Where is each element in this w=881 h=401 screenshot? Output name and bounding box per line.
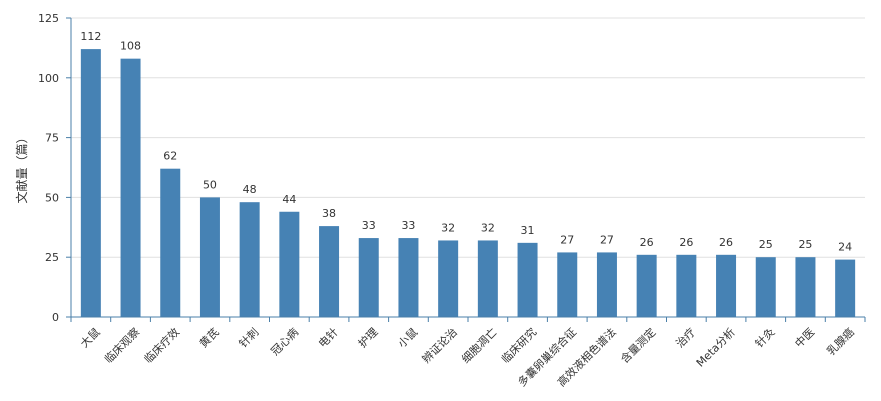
bar <box>517 242 538 317</box>
bar <box>636 254 657 317</box>
data-label: 50 <box>203 178 217 191</box>
bar <box>557 252 578 317</box>
data-labels: 112 108 62 50 48 44 38 33 33 32 32 31 27 27 26 26 26 25 25… <box>80 30 852 253</box>
bar <box>80 49 101 317</box>
bar <box>199 197 220 317</box>
bar <box>835 259 856 317</box>
bar <box>239 202 260 317</box>
bar <box>596 252 617 317</box>
data-label: 25 <box>759 238 773 251</box>
x-tick-label: 护理 <box>355 325 380 350</box>
data-label: 26 <box>719 236 733 249</box>
data-label: 24 <box>838 241 852 254</box>
bar <box>398 238 419 317</box>
data-label: 25 <box>798 238 812 251</box>
x-tick-label: 黄芪 <box>196 325 221 350</box>
bar <box>120 58 141 317</box>
bar <box>477 240 498 317</box>
bar <box>716 254 737 317</box>
bar <box>795 257 816 317</box>
data-label: 26 <box>640 236 654 249</box>
x-tick-label: Meta分析 <box>693 325 738 370</box>
y-tick-label: 75 <box>45 132 59 145</box>
data-label: 32 <box>481 221 495 234</box>
data-label: 112 <box>80 30 101 43</box>
x-tick-label: 治疗 <box>673 325 698 350</box>
x-tick-label: 临床研究 <box>498 325 539 366</box>
bar <box>279 211 300 317</box>
y-axis-title: 文献量（篇） <box>14 131 29 203</box>
data-label: 27 <box>560 233 574 246</box>
x-tick-label: 辨证论治 <box>419 325 460 366</box>
x-tick-label: 含量测定 <box>617 325 658 366</box>
data-label: 26 <box>679 236 693 249</box>
data-label: 62 <box>163 150 177 163</box>
x-tick-label: 针灸 <box>752 325 777 350</box>
bar <box>319 226 340 317</box>
bar <box>676 254 697 317</box>
x-tick-label: 中医 <box>792 326 817 351</box>
bar <box>358 238 379 317</box>
x-tick-label: 大鼠 <box>77 325 102 350</box>
y-tick-label: 100 <box>38 72 59 85</box>
y-tick-label: 50 <box>45 191 59 204</box>
data-label: 108 <box>120 40 141 53</box>
x-tick-label: 针刺 <box>236 325 261 350</box>
x-tick-label: 乳腺癌 <box>824 325 857 358</box>
data-label: 31 <box>521 224 535 237</box>
bar <box>755 257 776 317</box>
y-tick-label: 25 <box>45 251 59 264</box>
data-label: 33 <box>362 219 376 232</box>
y-tick-label: 0 <box>52 311 59 324</box>
data-label: 48 <box>243 183 257 196</box>
x-tick-label: 小鼠 <box>395 325 420 350</box>
x-tick-label: 冠心病 <box>268 325 301 358</box>
bar <box>160 168 181 317</box>
data-label: 44 <box>282 193 296 206</box>
x-tick-label: 电针 <box>315 325 340 350</box>
x-tick-label: 临床观察 <box>101 325 142 366</box>
data-label: 32 <box>441 221 455 234</box>
grid-lines <box>71 17 865 258</box>
y-tick-label: 125 <box>38 12 59 25</box>
data-label: 33 <box>401 219 415 232</box>
data-label: 38 <box>322 207 336 220</box>
bars <box>80 49 856 317</box>
bar <box>438 240 459 317</box>
data-label: 27 <box>600 233 614 246</box>
x-tick-label: 细胞凋亡 <box>459 325 500 366</box>
x-tick-label: 临床疗效 <box>141 325 182 366</box>
